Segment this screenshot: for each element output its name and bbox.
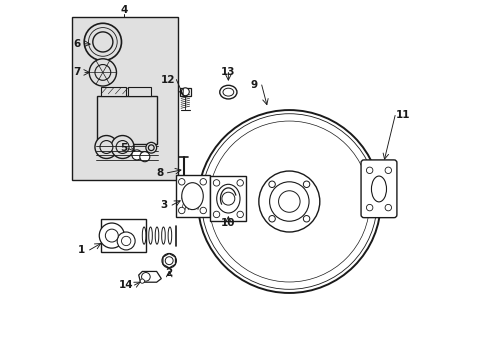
Circle shape [105,229,118,242]
Text: 10: 10 [221,218,235,228]
Circle shape [278,191,300,212]
Bar [210,176,246,221]
Circle shape [384,167,391,174]
Circle shape [268,216,275,222]
Circle shape [222,192,234,205]
Ellipse shape [216,184,240,213]
Text: 12: 12 [161,75,175,85]
Circle shape [165,257,173,265]
Circle shape [178,179,184,185]
Circle shape [100,140,113,153]
FancyBboxPatch shape [360,160,396,218]
Text: 11: 11 [395,111,409,121]
Ellipse shape [223,88,233,96]
Text: 9: 9 [250,80,257,90]
Circle shape [140,279,144,283]
Circle shape [145,142,156,153]
Ellipse shape [142,227,145,244]
Circle shape [258,171,319,232]
Ellipse shape [168,227,171,244]
Circle shape [93,32,113,52]
Circle shape [89,59,116,86]
Circle shape [366,204,372,211]
Circle shape [198,110,380,293]
Bar [97,96,156,144]
Ellipse shape [155,227,159,244]
Circle shape [99,223,124,248]
Circle shape [237,211,243,218]
Bar [176,175,210,217]
Circle shape [84,23,121,60]
Ellipse shape [162,227,165,244]
Circle shape [268,181,275,188]
Circle shape [132,150,142,160]
Circle shape [148,145,154,150]
Circle shape [303,181,309,188]
Circle shape [269,182,308,221]
Text: 1: 1 [78,245,85,255]
Circle shape [140,152,149,162]
Text: 6: 6 [73,39,81,49]
Bar [180,88,190,96]
Circle shape [366,167,372,174]
Circle shape [200,207,206,214]
Text: 7: 7 [73,67,81,77]
Circle shape [162,253,176,268]
Ellipse shape [219,85,237,99]
Circle shape [111,135,134,158]
Text: 4: 4 [121,5,128,15]
Bar [101,87,126,96]
Circle shape [213,180,219,186]
Circle shape [95,135,118,158]
Ellipse shape [148,227,152,244]
Bar [128,87,151,96]
Circle shape [200,179,206,185]
Circle shape [116,140,129,153]
Bar [72,17,178,180]
Ellipse shape [182,183,203,210]
Text: 5: 5 [120,143,127,153]
Circle shape [181,88,189,96]
Circle shape [384,204,391,211]
Text: 3: 3 [160,200,167,210]
Text: 14: 14 [119,280,134,290]
Circle shape [213,211,219,218]
Circle shape [95,64,110,80]
Bar [101,220,145,252]
Polygon shape [139,271,161,282]
Circle shape [178,207,184,214]
Circle shape [237,180,243,186]
Text: 13: 13 [221,67,235,77]
Circle shape [117,232,135,250]
Circle shape [303,216,309,222]
Ellipse shape [371,176,386,202]
Text: 8: 8 [156,168,163,178]
Text: 2: 2 [165,268,172,278]
Circle shape [142,273,150,281]
Circle shape [121,236,131,246]
